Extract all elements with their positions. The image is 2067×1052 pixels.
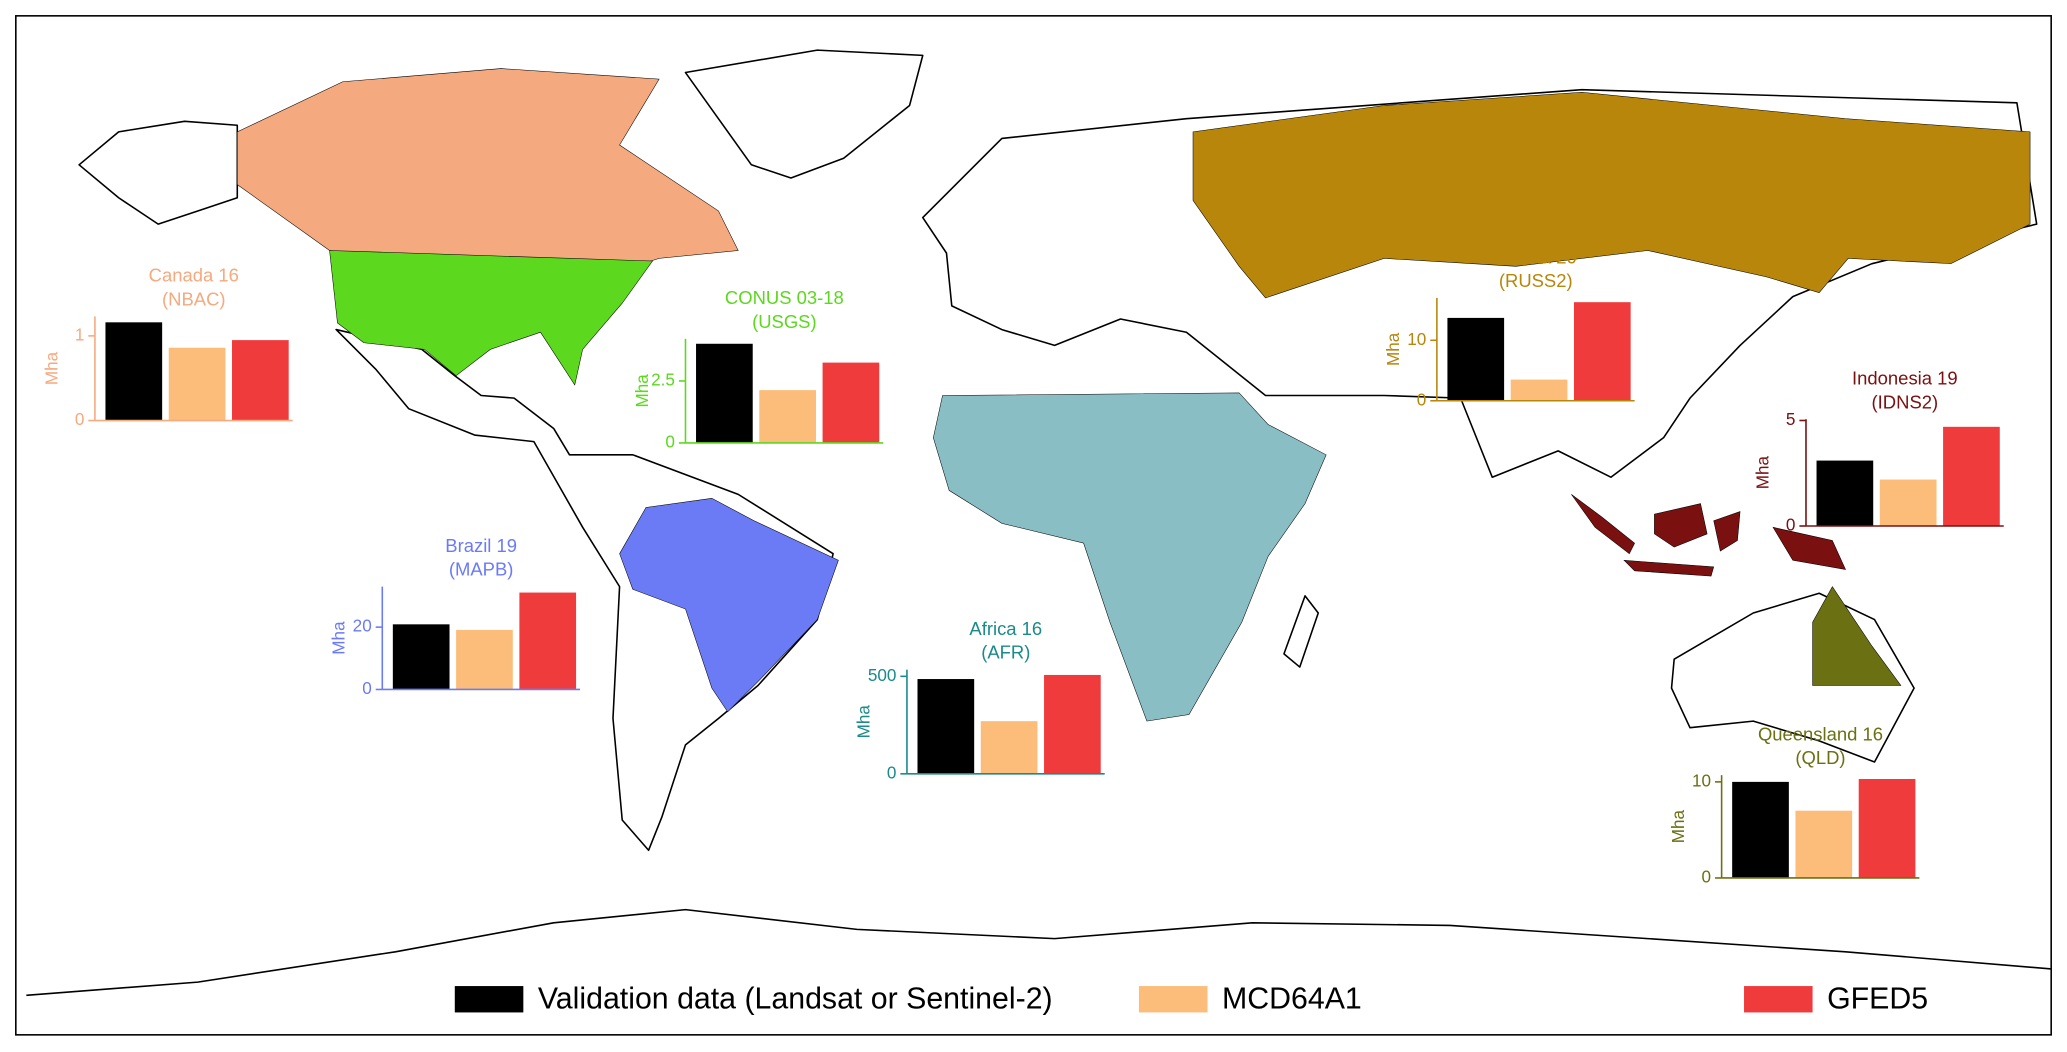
inset-chart: Indonesia 19(IDNS2) 0 5 Mha [1752,368,2004,535]
y-axis-label: Mha [1383,332,1403,366]
bar [1732,781,1789,878]
bar [1879,479,1937,526]
y-tick-label: 500 [868,665,897,685]
bar [917,679,975,774]
greenland [684,49,924,179]
bar [456,629,513,690]
y-tick-label: 5 [1786,409,1796,429]
chart-title: Indonesia 19 [1852,368,1958,389]
bar [1795,810,1853,878]
chart-subtitle: (MAPB) [449,559,514,580]
russia-region [1192,92,2031,299]
chart-title: CONUS 03-18 [725,287,844,308]
y-tick-label: 0 [1702,867,1712,887]
y-tick-label: 0 [1786,515,1796,535]
africa-region [933,392,1327,722]
alaska [78,120,239,225]
chart-subtitle: (IDNS2) [1872,391,1939,412]
bar [1044,674,1101,774]
bar [1510,379,1568,401]
basemap [26,49,2052,997]
indonesia-region [1571,494,1846,577]
bar [392,624,450,690]
y-axis-label: Mha [1752,455,1772,489]
inset-chart: Africa 16 (AFR) 0 500 Mha [853,618,1105,782]
bar [519,592,577,690]
bar [980,721,1038,774]
madagascar [1283,595,1320,668]
y-tick-label: 1 [75,324,85,344]
bar [1573,302,1631,401]
legend: Validation data (Landsat or Sentinel-2) M… [454,983,1928,1016]
legend-label: GFED5 [1827,983,1928,1016]
chart-title: Brazil 19 [445,535,517,556]
y-axis-label: Mha [41,351,61,385]
chart-subtitle: (QLD) [1795,747,1845,768]
conus-region [329,250,654,386]
y-axis-label: Mha [632,374,652,408]
bar [759,390,816,443]
y-tick-label: 10 [1692,770,1711,790]
y-tick-label: 2.5 [651,369,675,389]
latin-america [335,328,834,852]
legend-label: Validation data (Landsat or Sentinel-2) [538,983,1053,1016]
y-tick-label: 0 [75,409,85,429]
legend-label: MCD64A1 [1222,983,1362,1016]
bar [696,343,753,443]
legend-swatch [454,986,524,1013]
inset-chart: Canada 16(NBAC) 0 1 Mha [41,265,293,429]
chart-subtitle: (NBAC) [162,288,226,309]
y-tick-label: 10 [1407,329,1426,349]
bar [232,340,289,421]
brazil-region [619,498,839,713]
bar [1447,317,1505,401]
y-tick-label: 0 [887,762,897,782]
chart-subtitle: (USGS) [752,311,817,332]
chart-subtitle: (RUSS2) [1499,270,1573,291]
legend-swatch [1744,986,1813,1013]
y-axis-label: Mha [1668,809,1688,843]
chart-title: Russia 20 [1495,246,1577,267]
chart-title: Africa 16 [969,618,1042,639]
chart-title: Queensland 16 [1758,723,1883,744]
bar [1943,426,2000,526]
antarctica [26,908,2052,997]
chart-title: Canada 16 [149,265,239,286]
bar [105,322,163,421]
y-axis-label: Mha [853,705,873,739]
y-tick-label: 20 [353,616,372,636]
y-tick-label: 0 [1417,389,1427,409]
queensland-region [1812,586,1902,686]
legend-swatch [1138,986,1208,1013]
canada-region [237,68,739,284]
bar [168,347,226,421]
y-tick-label: 0 [665,431,675,451]
y-axis-label: Mha [329,621,349,655]
bar [1816,460,1874,526]
chart-subtitle: (AFR) [981,642,1030,663]
bar [1858,778,1916,878]
y-tick-label: 0 [362,678,372,698]
bar [822,362,880,443]
